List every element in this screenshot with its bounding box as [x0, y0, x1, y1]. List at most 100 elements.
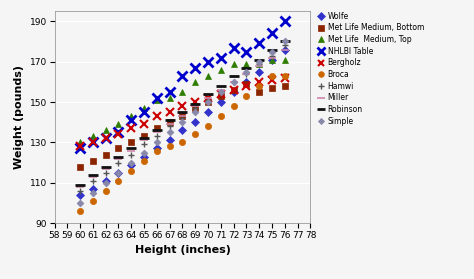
Robinson: [205, 92, 211, 96]
Robinson: [269, 48, 275, 51]
Met Life  Medium, Top: [218, 68, 224, 71]
Miller: [116, 157, 121, 160]
Robinson: [180, 110, 185, 114]
NHLBI Table: [167, 90, 173, 94]
Bergholz: [167, 110, 173, 114]
Simple: [282, 40, 288, 43]
Simple: [167, 131, 173, 134]
Hamwi: [116, 161, 121, 164]
Met Life Medium, Bottom: [218, 94, 224, 98]
Miller: [141, 139, 147, 142]
Simple: [103, 181, 109, 184]
Line: Miller: Miller: [76, 45, 289, 191]
Broca: [282, 74, 288, 78]
Met Life  Medium, Top: [103, 129, 109, 132]
Met Life  Medium, Top: [192, 80, 198, 83]
Bergholz: [256, 80, 262, 83]
Robinson: [218, 84, 224, 88]
Met Life Medium, Bottom: [90, 159, 96, 162]
Simple: [128, 161, 134, 164]
Broca: [180, 141, 185, 144]
Hamwi: [231, 80, 237, 83]
Met Life  Medium, Top: [244, 62, 249, 65]
Line: Met Life Medium, Bottom: Met Life Medium, Bottom: [77, 81, 288, 170]
Met Life  Medium, Top: [141, 106, 147, 110]
Broca: [218, 114, 224, 118]
Line: Met Life  Medium, Top: Met Life Medium, Top: [77, 56, 288, 146]
Hamwi: [205, 98, 211, 102]
Bergholz: [90, 141, 96, 144]
Hamwi: [192, 106, 198, 110]
Miller: [90, 175, 96, 179]
Robinson: [90, 173, 96, 176]
Hamwi: [180, 117, 185, 120]
Met Life Medium, Bottom: [205, 100, 211, 104]
Met Life  Medium, Top: [90, 135, 96, 138]
Met Life Medium, Bottom: [231, 88, 237, 92]
Met Life Medium, Bottom: [154, 127, 160, 130]
Met Life  Medium, Top: [205, 74, 211, 78]
NHLBI Table: [180, 74, 185, 78]
Bergholz: [141, 122, 147, 126]
Met Life Medium, Bottom: [103, 153, 109, 156]
Robinson: [282, 40, 288, 43]
Broca: [116, 179, 121, 182]
Line: Wolfe: Wolfe: [77, 47, 288, 198]
Hamwi: [128, 153, 134, 156]
NHLBI Table: [205, 60, 211, 63]
Broca: [77, 210, 83, 213]
Simple: [90, 191, 96, 194]
Simple: [205, 100, 211, 104]
Line: Simple: Simple: [78, 39, 287, 205]
Broca: [231, 104, 237, 108]
Bergholz: [77, 145, 83, 148]
Robinson: [244, 66, 249, 69]
Met Life Medium, Bottom: [128, 141, 134, 144]
Simple: [269, 50, 275, 53]
Met Life  Medium, Top: [269, 58, 275, 61]
Wolfe: [218, 100, 224, 104]
Met Life  Medium, Top: [231, 62, 237, 65]
Broca: [128, 169, 134, 172]
Broca: [90, 199, 96, 203]
Bergholz: [282, 76, 288, 80]
Wolfe: [244, 80, 249, 83]
Met Life Medium, Bottom: [256, 90, 262, 94]
NHLBI Table: [231, 46, 237, 49]
Simple: [141, 151, 147, 154]
Line: Hamwi: Hamwi: [77, 42, 288, 194]
Hamwi: [167, 125, 173, 128]
Line: NHLBI Table: NHLBI Table: [75, 16, 290, 153]
Wolfe: [77, 193, 83, 197]
Y-axis label: Weight (pounds): Weight (pounds): [14, 65, 24, 169]
Robinson: [154, 129, 160, 132]
Bergholz: [218, 92, 224, 96]
Miller: [231, 80, 237, 83]
Hamwi: [282, 44, 288, 47]
Bergholz: [205, 96, 211, 100]
NHLBI Table: [269, 32, 275, 35]
Met Life Medium, Bottom: [167, 121, 173, 124]
Wolfe: [192, 121, 198, 124]
Met Life Medium, Bottom: [282, 84, 288, 88]
Simple: [218, 90, 224, 94]
Broca: [141, 159, 147, 162]
Wolfe: [103, 179, 109, 182]
Broca: [205, 125, 211, 128]
Hamwi: [269, 54, 275, 57]
Bergholz: [244, 84, 249, 88]
Wolfe: [231, 90, 237, 94]
Simple: [154, 141, 160, 144]
Robinson: [77, 183, 83, 186]
Robinson: [167, 119, 173, 122]
Line: Bergholz: Bergholz: [76, 74, 289, 150]
Simple: [244, 70, 249, 73]
Simple: [192, 110, 198, 114]
Met Life Medium, Bottom: [77, 165, 83, 168]
NHLBI Table: [116, 131, 121, 134]
Bergholz: [269, 78, 275, 81]
Robinson: [141, 137, 147, 140]
Simple: [256, 60, 262, 63]
Wolfe: [205, 110, 211, 114]
Wolfe: [154, 147, 160, 150]
